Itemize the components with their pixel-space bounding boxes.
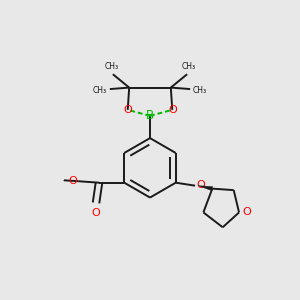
Text: O: O: [123, 105, 132, 115]
Text: B: B: [146, 109, 154, 122]
Text: O: O: [168, 105, 177, 115]
Text: O: O: [62, 180, 64, 181]
Text: O: O: [68, 176, 77, 186]
Text: CH₃: CH₃: [182, 62, 196, 71]
Polygon shape: [198, 186, 213, 191]
Text: O: O: [92, 208, 100, 218]
Text: O: O: [196, 180, 205, 190]
Text: CH₃: CH₃: [193, 86, 207, 95]
Text: CH₃: CH₃: [93, 86, 107, 95]
Text: CH₃: CH₃: [104, 62, 118, 71]
Text: O: O: [243, 207, 251, 218]
